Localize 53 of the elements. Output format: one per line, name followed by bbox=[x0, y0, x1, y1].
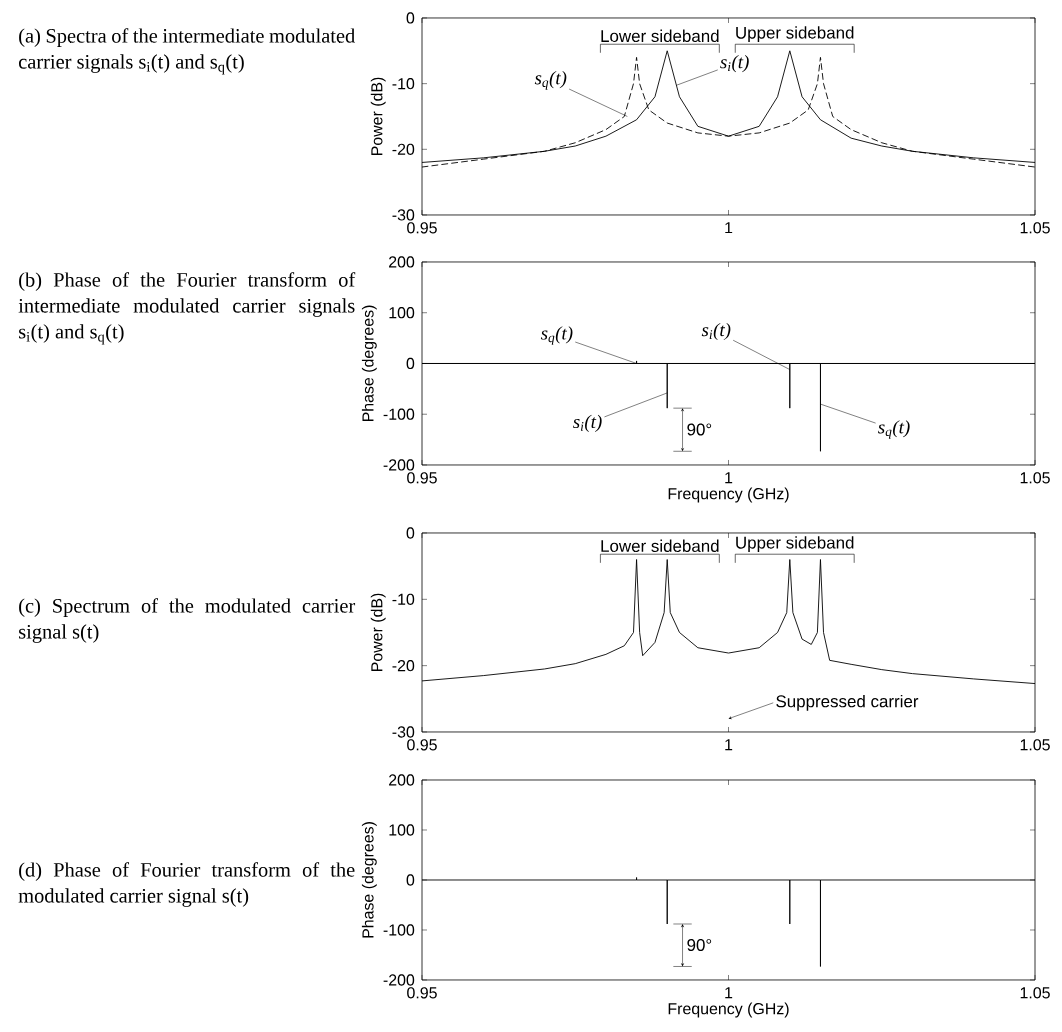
y-tick-label: -30 bbox=[392, 209, 415, 221]
x-tick-label: 1 bbox=[725, 472, 733, 484]
y-axis-title: Phase (degrees) bbox=[361, 822, 377, 938]
annotation: 90° bbox=[687, 938, 712, 951]
annotation: s$_{q}$(t) bbox=[534, 71, 567, 90]
annotation: 90° bbox=[687, 423, 712, 436]
y-tick-label: 0 bbox=[406, 874, 415, 886]
y-tick-label: 0 bbox=[406, 12, 415, 24]
x-tick-label: 1.05 bbox=[1020, 739, 1050, 751]
text: (c) Spectrum of the modulated carrier signal s(t) bbox=[19, 598, 356, 643]
annotation: s$_{q}$(t) bbox=[878, 420, 910, 439]
annotation: Lower sideband bbox=[601, 29, 719, 43]
annotation: s$_{q}$(t) bbox=[540, 326, 573, 345]
x-tick-label: 1 bbox=[725, 987, 733, 999]
y-tick-label: -100 bbox=[383, 924, 415, 936]
x-tick-label: 1.05 bbox=[1020, 472, 1050, 484]
y-tick-label: 0 bbox=[406, 527, 415, 539]
y-tick-label: -10 bbox=[392, 78, 415, 90]
annotation: Upper sideband bbox=[736, 26, 854, 43]
y-tick-label: -200 bbox=[383, 974, 415, 986]
x-tick-label: 1.05 bbox=[1020, 222, 1050, 234]
y-tick-label: 100 bbox=[389, 307, 415, 319]
y-tick-label: -10 bbox=[392, 593, 415, 605]
annotation: s$_{i}$(t) bbox=[720, 55, 749, 73]
x-axis-title: Frequency (GHz) bbox=[668, 1002, 789, 1018]
x-tick-label: 0.95 bbox=[407, 739, 437, 751]
y-axis-title: Phase (degrees) bbox=[361, 305, 377, 422]
annotation: Upper sideband bbox=[736, 536, 854, 553]
x-tick-label: 1 bbox=[725, 739, 733, 751]
text: (b) Phase of the Fourier transform of intermediate modulated carrier signals s$_{i}$(t) and s$_{q}$(t) bbox=[18, 272, 356, 345]
annotation: s$_{i}$(t) bbox=[701, 322, 731, 341]
x-tick-label: 1.05 bbox=[1020, 987, 1050, 999]
annotation: Lower sideband bbox=[601, 539, 719, 553]
y-tick-label: -30 bbox=[392, 726, 415, 738]
y-tick-label: -100 bbox=[383, 408, 415, 420]
y-tick-label: -20 bbox=[392, 143, 415, 155]
y-tick-label: 0 bbox=[406, 357, 415, 370]
y-tick-label: 200 bbox=[389, 256, 415, 268]
annotation: s$_{i}$(t) bbox=[573, 414, 602, 432]
y-axis-title: Power (dB) bbox=[370, 593, 386, 672]
x-axis-title: Frequency (GHz) bbox=[668, 487, 789, 503]
annotation: Suppressed carrier bbox=[776, 694, 919, 711]
x-tick-label: 0.95 bbox=[407, 222, 437, 234]
y-tick-label: -200 bbox=[383, 459, 415, 471]
y-tick-label: 100 bbox=[389, 824, 415, 836]
x-tick-label: 1 bbox=[725, 222, 733, 234]
x-tick-label: 0.95 bbox=[407, 472, 437, 484]
x-tick-label: 0.95 bbox=[407, 987, 437, 999]
y-axis-title: Power (dB) bbox=[370, 77, 386, 156]
y-tick-label: -20 bbox=[392, 660, 415, 672]
y-tick-label: 200 bbox=[389, 774, 415, 786]
text: (a) Spectra of the intermediate modulated carrier signals s$_{i}$(t) and s$_{q}$(t) bbox=[18, 28, 356, 75]
text: (d) Phase of Fourier transform of the modulated carrier signal s(t) bbox=[18, 862, 355, 907]
